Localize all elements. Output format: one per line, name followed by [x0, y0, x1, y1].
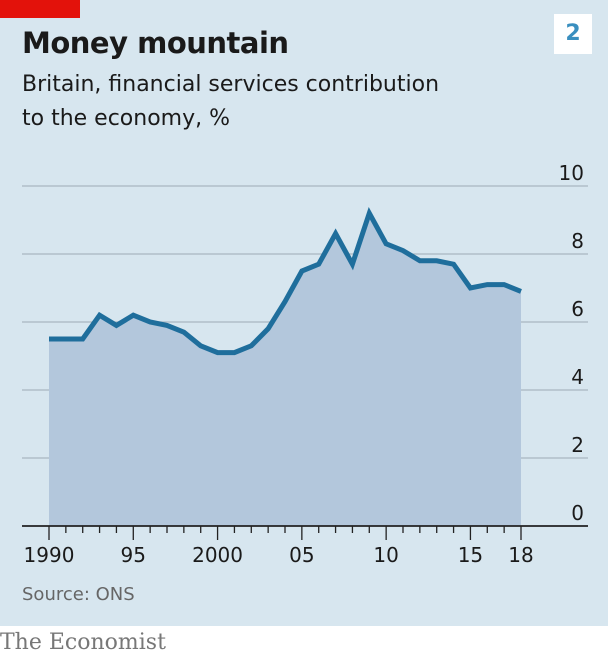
subtitle-line-1: Britain, financial services contribution: [22, 72, 440, 97]
x-axis: 1990 95 2000 05 10 15 18: [22, 525, 588, 567]
series-line: [49, 206, 522, 356]
chart-title: Money mountain: [22, 26, 289, 60]
y-tick-label-8: 8: [571, 229, 584, 253]
area-fill: [49, 213, 521, 526]
y-tick-label-6: 6: [571, 297, 584, 321]
x-tick-label-1990: 1990: [24, 543, 75, 567]
chart-subtitle: Britain, financial services contribution…: [22, 68, 542, 136]
y-tick-label-10: 10: [559, 161, 584, 185]
x-tick-label-95: 95: [121, 543, 146, 567]
red-tag: [0, 0, 80, 18]
publisher-logo: The Economist: [0, 630, 166, 655]
y-tick-label-4: 4: [571, 365, 584, 389]
x-tick-label-2000: 2000: [192, 543, 243, 567]
chart-panel: 2 Money mountain Britain, financial serv…: [0, 0, 608, 626]
y-tick-label-0: 0: [571, 501, 584, 525]
area-chart: 0 2 4 6 8 10 1990 95 2000 05 10 15 18: [22, 161, 588, 567]
data-area: [49, 206, 522, 526]
subtitle-line-2: to the economy, %: [22, 106, 231, 131]
x-tick-label-10: 10: [373, 543, 398, 567]
chart-number-badge: 2: [554, 14, 592, 54]
source-note: Source: ONS: [22, 584, 135, 605]
x-tick-label-05: 05: [289, 543, 314, 567]
x-tick-label-18: 18: [508, 543, 533, 567]
y-tick-label-2: 2: [571, 433, 584, 457]
x-tick-label-15: 15: [458, 543, 483, 567]
y-tick-labels: 0 2 4 6 8 10: [559, 161, 584, 525]
